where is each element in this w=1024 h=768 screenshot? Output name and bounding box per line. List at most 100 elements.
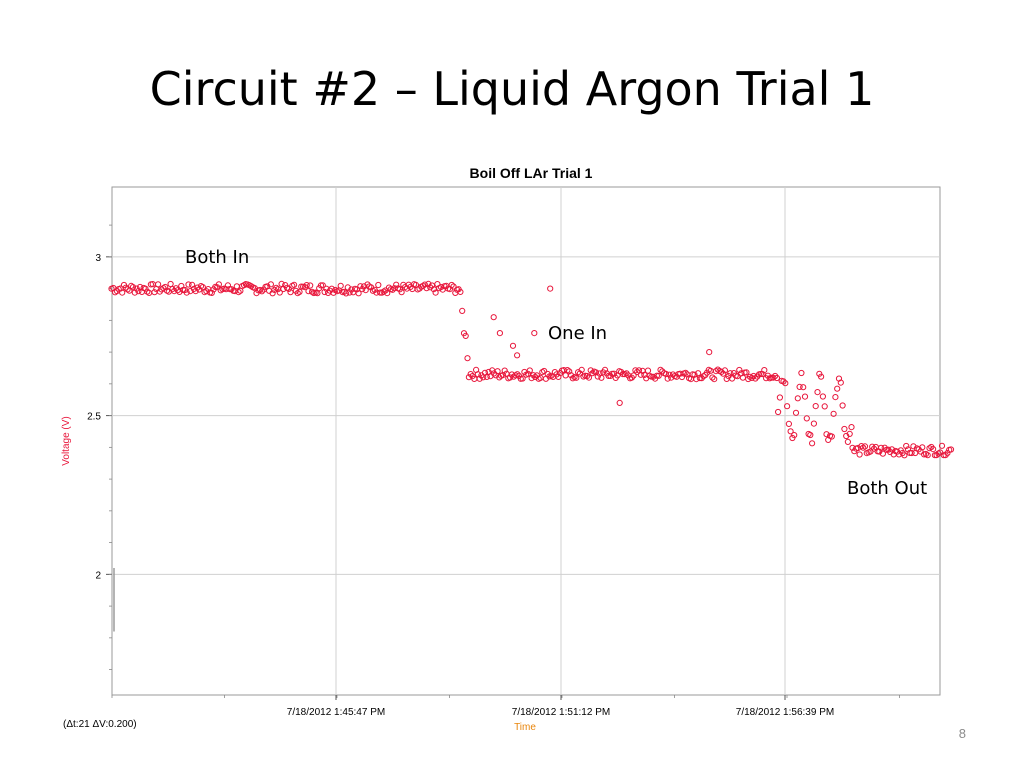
data-point xyxy=(869,443,876,450)
data-point xyxy=(494,368,501,375)
x-tick-label: 7/18/2012 1:51:12 PM xyxy=(512,707,610,718)
data-point xyxy=(457,288,464,295)
data-point xyxy=(830,410,837,417)
data-point xyxy=(785,420,793,427)
chart-title: Boil Off LAr Trial 1 xyxy=(470,165,593,181)
data-point xyxy=(727,370,734,377)
data-point xyxy=(301,284,308,291)
data-point xyxy=(224,282,231,289)
data-point xyxy=(183,289,190,296)
data-point xyxy=(343,290,350,297)
data-point xyxy=(526,367,533,374)
data-point xyxy=(809,440,816,447)
data-point xyxy=(285,285,292,292)
data-point xyxy=(496,330,503,337)
data-point xyxy=(678,373,686,381)
data-point xyxy=(465,374,472,381)
data-point xyxy=(514,352,521,359)
data-point xyxy=(837,379,844,386)
x-tick-label: 7/18/2012 1:56:39 PM xyxy=(736,707,834,718)
data-point xyxy=(346,289,353,296)
data-point xyxy=(761,367,768,374)
data-point xyxy=(721,367,729,374)
data-point xyxy=(601,366,609,373)
data-point xyxy=(192,288,199,295)
data-point xyxy=(924,452,931,459)
data-point xyxy=(819,393,827,400)
data-point xyxy=(425,280,432,287)
data-point xyxy=(711,376,718,383)
data-point xyxy=(459,307,466,314)
data-point xyxy=(856,451,863,458)
data-point xyxy=(530,372,537,379)
data-point xyxy=(930,446,937,453)
data-point xyxy=(780,378,787,385)
data-point xyxy=(355,290,362,297)
y-tick-label: 2 xyxy=(95,570,101,581)
data-point xyxy=(578,366,585,373)
data-point xyxy=(709,374,716,381)
data-point xyxy=(796,383,803,390)
y-tick-label: 3 xyxy=(95,253,101,264)
data-point xyxy=(291,281,298,288)
data-point xyxy=(908,449,915,457)
data-point xyxy=(464,355,471,362)
data-point xyxy=(664,375,671,382)
data-point xyxy=(720,370,727,377)
data-point xyxy=(706,349,713,356)
data-point xyxy=(375,281,382,289)
data-point xyxy=(803,415,810,422)
data-point xyxy=(818,373,825,380)
data-point xyxy=(616,399,623,406)
data-point xyxy=(904,446,912,453)
data-point xyxy=(814,389,821,396)
annotation-label: Both In xyxy=(185,247,249,268)
data-point xyxy=(566,368,573,375)
data-point xyxy=(258,288,265,295)
data-point xyxy=(698,375,705,382)
data-point xyxy=(208,289,215,296)
data-point xyxy=(832,394,839,401)
data-point xyxy=(752,375,759,382)
data-point xyxy=(142,285,149,292)
x-axis-label: Time xyxy=(514,722,536,733)
data-point xyxy=(903,442,910,450)
data-point xyxy=(541,367,548,375)
data-point xyxy=(393,281,400,288)
data-point xyxy=(524,370,532,377)
data-point xyxy=(919,444,926,451)
data-point xyxy=(384,290,391,297)
data-point xyxy=(490,314,497,321)
data-point xyxy=(155,281,162,288)
data-point xyxy=(228,286,235,293)
data-point xyxy=(947,446,955,453)
data-point xyxy=(122,284,129,291)
data-point xyxy=(589,370,596,377)
data-point xyxy=(389,286,396,293)
y-axis-label: Voltage (V) xyxy=(61,416,72,465)
data-point xyxy=(307,282,314,289)
data-point xyxy=(507,374,514,381)
data-point xyxy=(427,284,434,291)
data-point xyxy=(823,431,830,438)
x-tick-label: 7/18/2012 1:45:47 PM xyxy=(287,707,385,718)
data-point xyxy=(303,282,310,289)
data-point xyxy=(569,375,576,382)
data-point xyxy=(547,285,554,292)
data-point xyxy=(878,444,885,451)
data-point xyxy=(798,369,805,377)
data-point xyxy=(584,372,591,380)
data-point xyxy=(839,402,846,409)
data-point xyxy=(630,372,637,379)
data-point xyxy=(812,403,819,410)
data-point xyxy=(428,282,436,289)
data-point xyxy=(821,403,828,410)
data-point xyxy=(514,371,521,378)
data-point xyxy=(398,289,405,296)
data-point xyxy=(276,289,283,296)
data-point xyxy=(162,283,169,291)
data-point xyxy=(718,368,725,375)
annotation-label: Both Out xyxy=(847,478,927,499)
data-point xyxy=(784,403,791,410)
data-point xyxy=(632,367,639,374)
